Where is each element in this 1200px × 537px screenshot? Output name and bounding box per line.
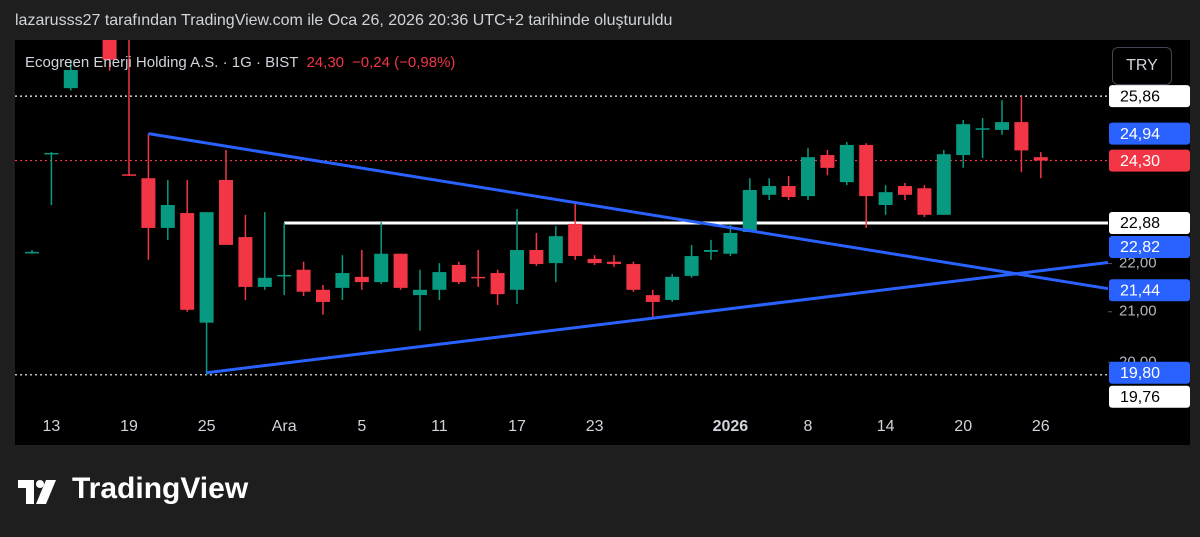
candle-body <box>257 277 272 287</box>
price-label-box <box>1109 122 1190 145</box>
candle-body <box>723 232 738 254</box>
candle-body <box>529 250 544 265</box>
candle-body <box>335 273 350 288</box>
x-tick-label: 23 <box>586 418 604 435</box>
y-tick-label: 21,00 <box>1119 303 1157 320</box>
candle-body <box>762 186 777 195</box>
candle-body <box>63 70 78 89</box>
price-label: 22,88 <box>1120 215 1160 232</box>
candle-body <box>413 289 427 296</box>
candle-body <box>898 186 912 195</box>
x-tick-label: 8 <box>804 418 813 435</box>
header: lazarusss27 tarafından TradingView.com i… <box>15 12 673 29</box>
candle-body <box>839 144 854 183</box>
candle-body <box>374 253 389 283</box>
candle-body <box>684 256 699 276</box>
legend: Ecogreen Enerji Holding A.S. · 1G · BIST… <box>25 54 463 71</box>
candle-body <box>510 250 524 290</box>
price-label-box <box>1109 361 1190 384</box>
candle-body <box>878 192 893 206</box>
price-label: 21,44 <box>1120 283 1160 300</box>
candle-body <box>102 40 117 60</box>
candle-body <box>704 250 718 252</box>
price-label-box <box>1109 385 1190 408</box>
candle-body <box>180 213 195 310</box>
candle-body <box>393 253 408 288</box>
candle-body <box>1014 122 1029 151</box>
price-label-box <box>1109 85 1190 108</box>
logo-icon <box>18 480 56 504</box>
price-label: 25,86 <box>1120 88 1160 105</box>
candle-body <box>995 122 1009 130</box>
candle-body <box>781 186 796 198</box>
price-label-box <box>1109 149 1190 172</box>
trendline <box>206 261 1108 375</box>
logo-text: TradingView <box>72 472 249 505</box>
candle-body <box>451 264 466 283</box>
x-tick-label: 20 <box>954 418 972 435</box>
candle-body <box>471 276 486 279</box>
x-tick-label: 17 <box>508 418 526 435</box>
candle-body <box>316 289 330 302</box>
candle-body <box>219 179 233 245</box>
candle-body <box>568 223 583 257</box>
candle-body <box>975 128 990 130</box>
price-label-box <box>1109 211 1190 234</box>
change: −0,24 (−0,98%) <box>352 54 456 71</box>
candle-body <box>548 236 563 264</box>
candle-body <box>199 212 214 323</box>
x-tick-label: Ara <box>272 418 297 435</box>
candle-body <box>296 269 311 292</box>
candle-body <box>1033 157 1048 161</box>
x-tick-label: 19 <box>120 418 138 435</box>
axes: 22,0021,0020,00131925Ara5111723202681420… <box>43 85 1190 435</box>
candle-body <box>626 264 641 290</box>
price-label-box <box>1109 235 1190 258</box>
candle-body <box>25 251 39 254</box>
candle-body <box>645 295 660 302</box>
symbol: Ecogreen Enerji Holding A.S. · 1G · BIST <box>25 54 299 71</box>
candle-body <box>742 189 757 233</box>
price-label: 19,76 <box>1120 389 1160 406</box>
x-tick-label: 5 <box>357 418 366 435</box>
price-label: 24,94 <box>1120 126 1160 143</box>
candle-body <box>490 273 505 295</box>
candle-body <box>238 237 253 287</box>
candle-body <box>44 152 59 155</box>
candle-body <box>607 261 621 265</box>
candle-body <box>587 258 602 264</box>
candle-body <box>277 274 292 277</box>
price-label-box <box>1109 279 1190 302</box>
x-tick-label: 26 <box>1032 418 1050 435</box>
trendline <box>148 132 1108 291</box>
candle-body <box>859 144 874 197</box>
x-tick-label: 14 <box>877 418 895 435</box>
candle-body <box>141 178 156 228</box>
candle-body <box>432 272 447 290</box>
x-tick-label: 2026 <box>713 418 749 435</box>
candle-body <box>936 154 951 215</box>
currency-button[interactable]: TRY <box>1112 47 1172 85</box>
candle-body <box>820 155 835 168</box>
candle-body <box>122 174 136 176</box>
candle-body <box>801 157 815 197</box>
candle-body <box>665 276 680 300</box>
price-label: 19,80 <box>1120 365 1160 382</box>
candle-body <box>956 124 971 156</box>
candle-body <box>160 205 175 228</box>
candle-body <box>917 188 932 215</box>
x-tick-label: 25 <box>198 418 216 435</box>
last-price: 24,30 <box>306 54 345 71</box>
plot-area <box>15 40 1108 376</box>
price-label: 24,30 <box>1120 153 1160 170</box>
candle-body <box>354 276 369 283</box>
y-tick-label: 22,00 <box>1119 255 1157 272</box>
price-label: 22,82 <box>1120 239 1160 256</box>
x-tick-label: 13 <box>43 418 61 435</box>
x-tick-label: 11 <box>431 418 448 435</box>
